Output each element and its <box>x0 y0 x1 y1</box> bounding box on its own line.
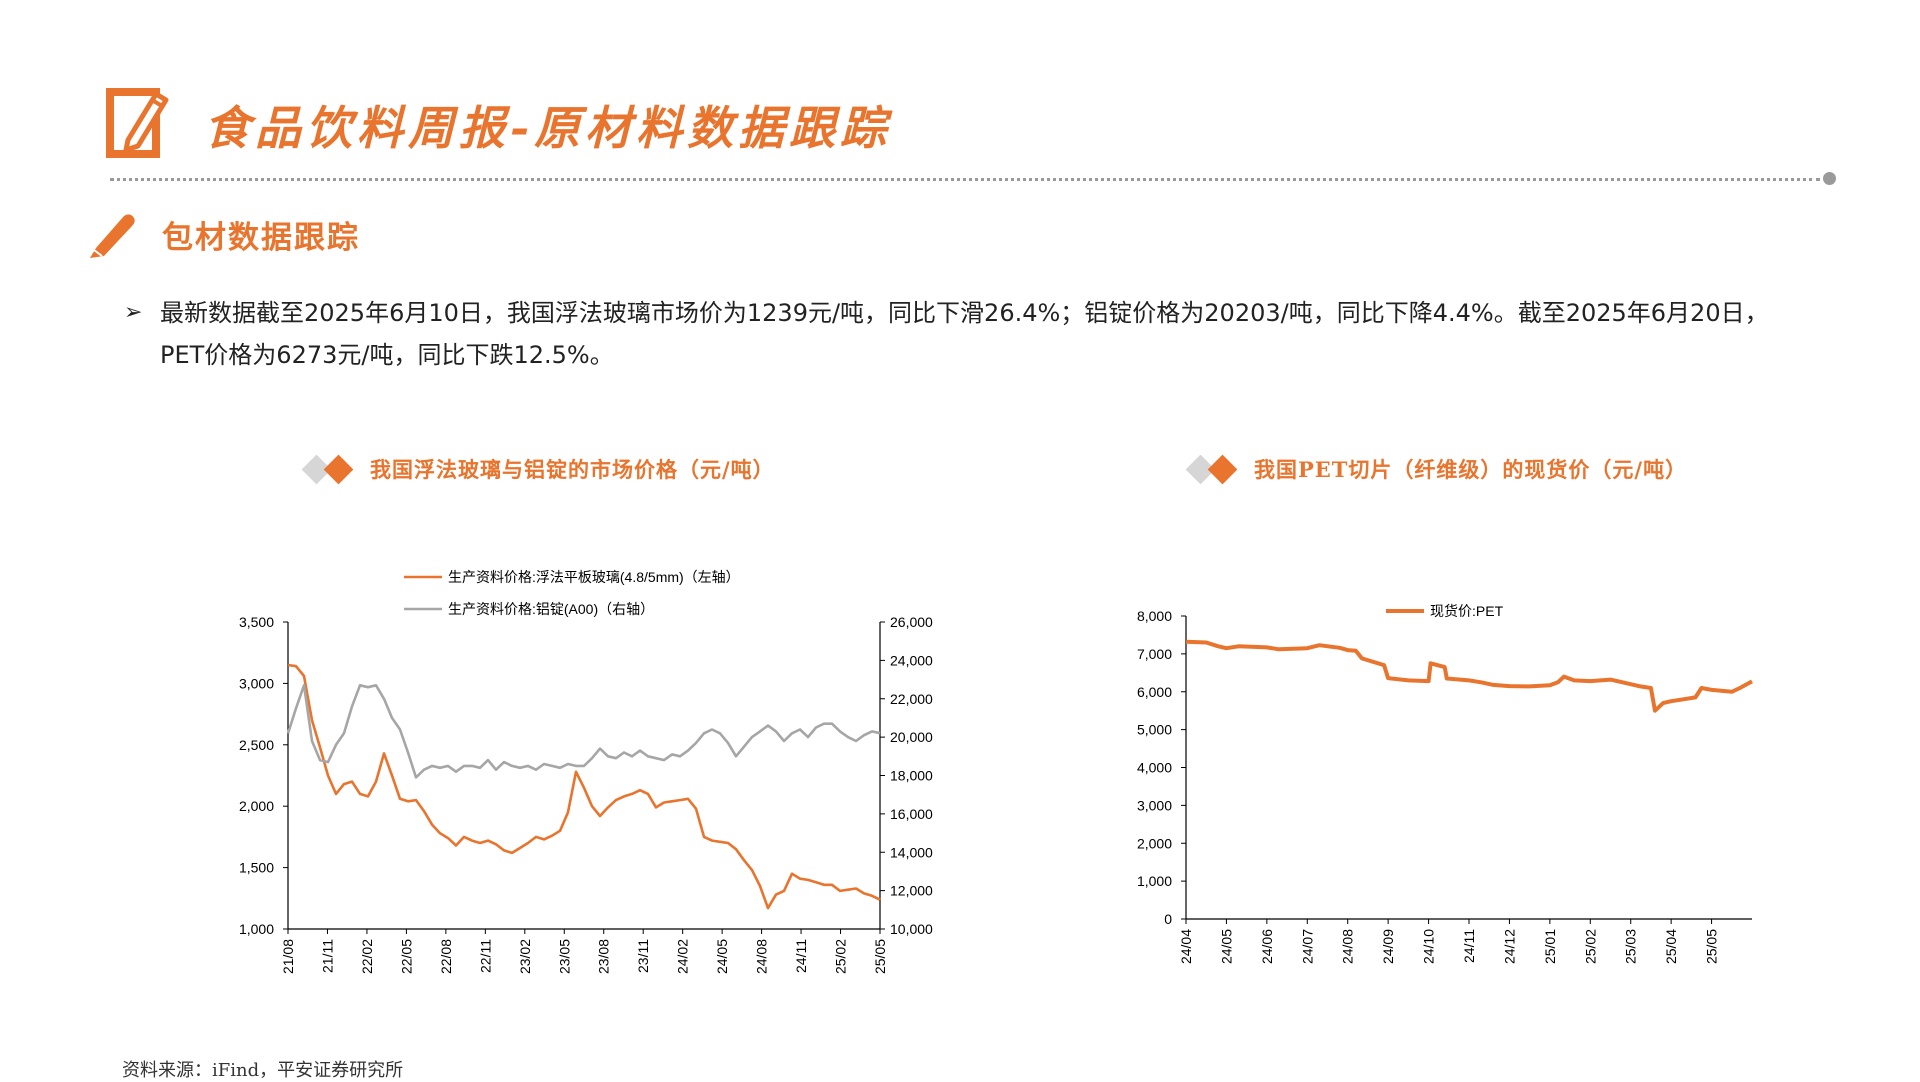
x-tick-label: 25/02 <box>1582 929 1598 964</box>
x-tick-label: 24/08 <box>754 939 770 974</box>
legend-label: 生产资料价格:浮法平板玻璃(4.8/5mm)（左轴） <box>448 569 740 585</box>
y-left-tick-label: 2,500 <box>239 737 274 753</box>
y-right-tick-label: 24,000 <box>890 652 933 668</box>
y-right-tick-label: 26,000 <box>890 614 933 630</box>
y-right-tick-label: 18,000 <box>890 768 933 784</box>
pencil-icon <box>90 214 135 258</box>
bullet-arrow-icon: ➢ <box>124 300 143 325</box>
x-tick-label: 25/05 <box>872 939 888 974</box>
source-note: 资料来源：iFind，平安证券研究所 <box>122 1060 404 1081</box>
x-tick-label: 22/05 <box>398 939 414 974</box>
divider-end-dot <box>1823 172 1836 185</box>
y-left-tick-label: 4,000 <box>1137 760 1172 776</box>
y-left-tick-label: 1,000 <box>1137 873 1172 889</box>
y-right-tick-label: 10,000 <box>890 921 933 937</box>
chart1-title: 我国浮法玻璃与铝锭的市场价格（元/吨） <box>370 457 775 482</box>
y-left-tick-label: 3,000 <box>1137 797 1172 813</box>
chart1-heading: 我国浮法玻璃与铝锭的市场价格（元/吨） <box>301 452 775 486</box>
x-tick-label: 24/05 <box>1218 929 1234 964</box>
x-tick-label: 24/06 <box>1259 929 1275 964</box>
y-right-tick-label: 16,000 <box>890 806 933 822</box>
x-tick-label: 25/04 <box>1663 929 1679 964</box>
x-tick-label: 25/02 <box>833 939 849 974</box>
chart2-title: 我国PET切片（纤维级）的现货价（元/吨） <box>1254 457 1688 482</box>
y-left-tick-label: 5,000 <box>1137 722 1172 738</box>
x-tick-label: 23/05 <box>556 939 572 974</box>
series-line-1 <box>287 663 881 910</box>
series-line-2 <box>286 684 881 779</box>
x-tick-label: 23/08 <box>596 939 612 974</box>
page-title: 食品饮料周报-原材料数据跟踪 <box>204 101 892 155</box>
y-left-tick-label: 3,500 <box>239 614 274 630</box>
x-tick-label: 25/05 <box>1704 929 1720 964</box>
y-right-tick-label: 22,000 <box>890 691 933 707</box>
x-tick-label: 24/02 <box>675 939 691 974</box>
y-left-tick-label: 0 <box>1164 911 1172 927</box>
pencil-in-box-icon <box>106 88 169 158</box>
y-right-tick-label: 12,000 <box>890 883 933 899</box>
y-left-tick-label: 6,000 <box>1137 684 1172 700</box>
y-left-tick-label: 8,000 <box>1137 608 1172 624</box>
x-tick-label: 21/08 <box>280 939 296 974</box>
x-tick-label: 22/02 <box>359 939 375 974</box>
x-tick-label: 24/11 <box>793 939 809 973</box>
legend-label: 生产资料价格:铝锭(A00)（右轴） <box>448 601 654 617</box>
y-right-tick-label: 14,000 <box>890 844 933 860</box>
chart2-heading: 我国PET切片（纤维级）的现货价（元/吨） <box>1185 452 1688 486</box>
y-left-tick-label: 2,000 <box>1137 835 1172 851</box>
x-tick-label: 22/11 <box>477 939 493 973</box>
x-tick-label: 25/03 <box>1623 929 1639 964</box>
y-left-tick-label: 1,500 <box>239 860 274 876</box>
x-tick-label: 23/02 <box>517 939 533 974</box>
series-line-1 <box>1185 639 1753 713</box>
y-left-tick-label: 3,000 <box>239 675 274 691</box>
x-tick-label: 24/12 <box>1501 929 1517 964</box>
x-tick-label: 22/08 <box>438 939 454 974</box>
x-tick-label: 24/07 <box>1299 929 1315 964</box>
y-left-tick-label: 2,000 <box>239 798 274 814</box>
x-tick-label: 24/11 <box>1461 929 1477 963</box>
section-title: 包材数据跟踪 <box>162 220 360 256</box>
y-right-tick-label: 20,000 <box>890 729 933 745</box>
x-tick-label: 24/04 <box>1178 929 1194 964</box>
x-tick-label: 21/11 <box>319 939 335 973</box>
x-tick-label: 23/11 <box>635 939 651 973</box>
x-tick-label: 24/10 <box>1421 929 1437 964</box>
x-tick-label: 25/01 <box>1542 929 1558 964</box>
y-left-tick-label: 1,000 <box>239 921 274 937</box>
summary-text: 最新数据截至2025年6月10日，我国浮法玻璃市场价为1239元/吨，同比下滑2… <box>160 299 1769 369</box>
x-tick-label: 24/09 <box>1380 929 1396 964</box>
x-tick-label: 24/08 <box>1340 929 1356 964</box>
y-left-tick-label: 7,000 <box>1137 646 1172 662</box>
title-divider <box>110 178 1820 181</box>
legend-label: 现货价:PET <box>1430 603 1504 619</box>
x-tick-label: 24/05 <box>714 939 730 974</box>
